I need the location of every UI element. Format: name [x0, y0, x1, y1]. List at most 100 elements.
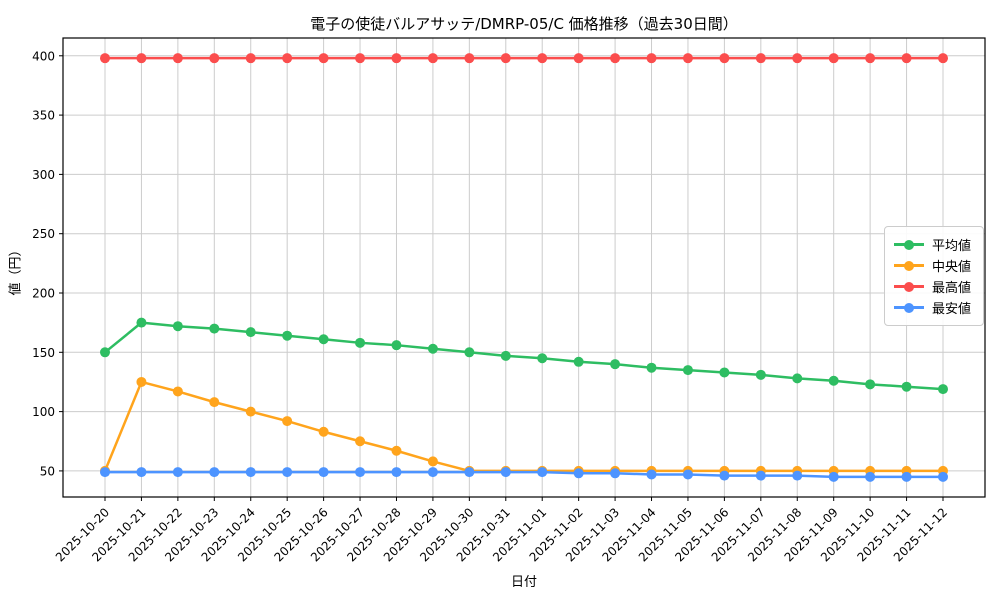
legend-marker-min [894, 302, 924, 313]
data-point [610, 359, 621, 370]
y-tick-label: 250 [32, 227, 55, 241]
data-point [682, 53, 693, 64]
legend-marker-max [894, 281, 924, 292]
data-point [245, 467, 256, 478]
data-point [427, 53, 438, 64]
data-point [209, 53, 220, 64]
data-point [537, 467, 548, 478]
data-point [865, 471, 876, 482]
data-point [245, 53, 256, 64]
y-tick-label: 350 [32, 109, 55, 123]
data-point [610, 53, 621, 64]
data-point [355, 436, 366, 447]
x-axis-label: 日付 [510, 575, 537, 590]
y-tick-label: 400 [32, 49, 55, 63]
y-tick-label: 50 [40, 464, 55, 478]
series-line [105, 470, 943, 479]
series-line [104, 321, 944, 391]
data-point [865, 53, 876, 64]
data-point [719, 367, 730, 378]
data-point [938, 384, 948, 395]
data-point [282, 53, 293, 64]
data-point [792, 53, 803, 64]
data-point [682, 365, 693, 376]
data-point [610, 468, 621, 479]
data-point [172, 467, 183, 478]
data-point [136, 376, 147, 387]
data-point [100, 467, 110, 478]
data-point [646, 53, 657, 64]
data-point [318, 467, 329, 478]
data-point [901, 471, 912, 482]
data-point [828, 375, 839, 386]
data-point [391, 467, 402, 478]
data-point [172, 53, 183, 64]
data-point [938, 471, 948, 482]
legend-item-average: 平均値 [894, 234, 974, 255]
data-point [318, 426, 329, 437]
data-point [646, 469, 657, 480]
y-tick-label: 200 [32, 287, 55, 301]
data-point [537, 53, 548, 64]
data-point [391, 53, 402, 64]
plot-border [62, 37, 986, 498]
data-point [209, 323, 220, 334]
data-point [100, 53, 110, 64]
y-tick-label: 150 [32, 346, 55, 360]
data-point [172, 321, 183, 332]
data-point [537, 353, 548, 364]
data-point [901, 53, 912, 64]
data-point [901, 381, 912, 392]
series-最安値 [100, 467, 948, 482]
data-point [172, 386, 183, 397]
legend-label-max: 最高値 [932, 281, 972, 296]
data-point [464, 53, 475, 64]
data-point [355, 53, 366, 64]
data-point [500, 350, 511, 361]
data-point [573, 356, 584, 367]
series-平均値 [100, 317, 948, 395]
data-point [282, 416, 293, 427]
data-point [938, 53, 948, 64]
data-point [500, 467, 511, 478]
data-point [755, 53, 766, 64]
legend-item-max: 最高値 [894, 276, 974, 297]
legend-item-median: 中央値 [894, 255, 974, 276]
data-point [755, 369, 766, 380]
data-point [136, 467, 147, 478]
axis-ticks [59, 55, 944, 501]
data-point [573, 53, 584, 64]
data-point [719, 470, 730, 481]
y-tick-label: 100 [32, 405, 55, 419]
data-point [136, 317, 147, 328]
data-point [755, 470, 766, 481]
chart-legend: 平均値 中央値 最高値 最安値 [884, 226, 984, 326]
data-point [828, 471, 839, 482]
data-point [245, 406, 256, 417]
data-point [427, 456, 438, 467]
data-point [282, 330, 293, 341]
data-point [646, 362, 657, 373]
legend-label-median: 中央値 [932, 260, 972, 275]
data-point [865, 379, 876, 390]
data-point [464, 467, 475, 478]
legend-item-min: 最安値 [894, 297, 974, 318]
data-point [391, 445, 402, 456]
data-point [355, 467, 366, 478]
legend-label-min: 最安値 [932, 302, 972, 317]
data-point [427, 467, 438, 478]
data-point [464, 347, 475, 358]
data-point [100, 347, 110, 358]
data-point [136, 53, 147, 64]
legend-label-average: 平均値 [932, 239, 972, 254]
data-point [792, 470, 803, 481]
series-最高値 [100, 53, 948, 64]
y-tick-label: 300 [32, 168, 55, 182]
data-point [719, 53, 730, 64]
data-point [391, 340, 402, 351]
data-point [318, 53, 329, 64]
data-point [828, 53, 839, 64]
data-point [427, 343, 438, 354]
data-point [355, 337, 366, 348]
